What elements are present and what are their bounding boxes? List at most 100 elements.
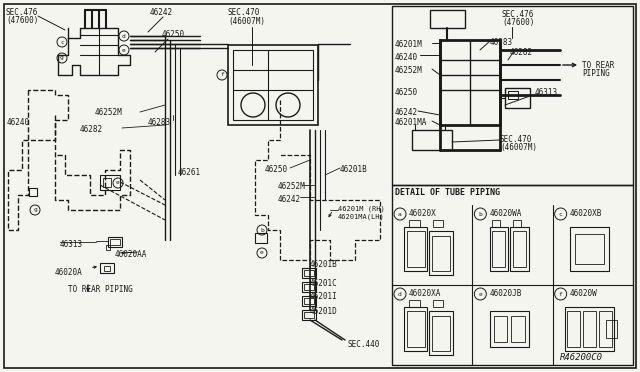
Text: d: d bbox=[398, 292, 402, 296]
Text: e: e bbox=[116, 180, 120, 186]
Bar bbox=[106, 245, 110, 250]
Text: c: c bbox=[559, 212, 563, 217]
Text: 46020W: 46020W bbox=[570, 289, 597, 298]
Text: 46242: 46242 bbox=[395, 108, 418, 117]
Bar bbox=[511, 316, 525, 342]
Text: 46250: 46250 bbox=[395, 88, 418, 97]
Bar bbox=[490, 227, 508, 271]
Text: 46282: 46282 bbox=[510, 48, 533, 57]
Bar bbox=[103, 178, 111, 187]
Text: 46242: 46242 bbox=[150, 8, 173, 17]
Text: 46283: 46283 bbox=[148, 118, 171, 127]
Text: 46242: 46242 bbox=[278, 195, 301, 204]
Bar bbox=[100, 263, 114, 273]
Text: SEC.476: SEC.476 bbox=[6, 8, 38, 17]
Bar bbox=[110, 239, 120, 245]
Bar bbox=[440, 40, 500, 125]
Text: b: b bbox=[479, 212, 482, 217]
Text: b: b bbox=[260, 228, 264, 232]
Text: f: f bbox=[559, 292, 563, 296]
Bar bbox=[409, 220, 420, 227]
Text: 46252M: 46252M bbox=[395, 66, 423, 75]
Text: SEC.470: SEC.470 bbox=[500, 135, 532, 144]
Bar bbox=[431, 316, 450, 351]
Bar bbox=[433, 301, 443, 307]
Text: g: g bbox=[60, 55, 64, 61]
Text: SEC.476: SEC.476 bbox=[502, 10, 534, 19]
Bar bbox=[433, 220, 443, 227]
Bar bbox=[100, 175, 120, 190]
Bar bbox=[304, 284, 314, 290]
Bar bbox=[228, 45, 318, 125]
Bar bbox=[404, 227, 428, 271]
Text: c: c bbox=[60, 39, 64, 45]
Text: R46200C0: R46200C0 bbox=[560, 353, 603, 362]
Text: (47600): (47600) bbox=[502, 18, 534, 27]
Bar bbox=[104, 266, 110, 271]
Bar bbox=[570, 227, 609, 271]
Text: 46240: 46240 bbox=[395, 53, 418, 62]
Text: 46201B: 46201B bbox=[310, 260, 338, 269]
Bar bbox=[505, 88, 530, 108]
Text: 46250: 46250 bbox=[265, 165, 288, 174]
Text: PIPING: PIPING bbox=[582, 69, 610, 78]
Text: e: e bbox=[479, 292, 482, 296]
Bar bbox=[108, 237, 122, 247]
Bar bbox=[392, 185, 633, 365]
Text: 46201MA(LH): 46201MA(LH) bbox=[338, 213, 385, 219]
Text: f: f bbox=[220, 73, 224, 77]
Text: 46020A: 46020A bbox=[55, 268, 83, 277]
Bar bbox=[255, 233, 267, 243]
Bar bbox=[513, 220, 521, 227]
Bar bbox=[392, 6, 633, 185]
Text: DETAIL OF TUBE PIPING: DETAIL OF TUBE PIPING bbox=[395, 188, 500, 197]
Bar bbox=[233, 50, 313, 120]
Text: 46020WA: 46020WA bbox=[490, 209, 522, 218]
Text: 46282: 46282 bbox=[80, 125, 103, 134]
Bar bbox=[302, 282, 316, 292]
Bar bbox=[493, 316, 507, 342]
Bar bbox=[598, 311, 612, 347]
Text: 46261: 46261 bbox=[178, 168, 201, 177]
Bar bbox=[490, 311, 529, 347]
Bar bbox=[492, 231, 505, 267]
Text: e: e bbox=[122, 48, 126, 52]
Bar bbox=[302, 310, 316, 320]
Text: 46250: 46250 bbox=[162, 30, 185, 39]
Bar bbox=[431, 236, 450, 271]
Text: (46007M): (46007M) bbox=[228, 17, 265, 26]
Text: 46201M (RH): 46201M (RH) bbox=[338, 205, 385, 212]
Bar bbox=[304, 298, 314, 304]
Bar bbox=[430, 10, 465, 28]
Text: (47600): (47600) bbox=[6, 16, 38, 25]
Text: TO REAR: TO REAR bbox=[582, 61, 614, 70]
Bar bbox=[513, 231, 526, 267]
Text: SEC.440: SEC.440 bbox=[348, 340, 380, 349]
Text: 46252M: 46252M bbox=[278, 182, 306, 191]
Bar bbox=[302, 268, 316, 278]
Text: a: a bbox=[398, 212, 402, 217]
Bar bbox=[429, 311, 452, 355]
Bar bbox=[492, 220, 500, 227]
Text: 46201MA: 46201MA bbox=[395, 118, 428, 127]
Text: 46020XB: 46020XB bbox=[570, 209, 602, 218]
Text: 46201D: 46201D bbox=[310, 307, 338, 316]
Text: 46020AA: 46020AA bbox=[115, 250, 147, 259]
Text: 46201I: 46201I bbox=[310, 292, 338, 301]
Bar bbox=[304, 312, 314, 318]
Bar bbox=[29, 188, 37, 196]
Text: SEC.470: SEC.470 bbox=[228, 8, 260, 17]
Text: 46201B: 46201B bbox=[340, 165, 368, 174]
Bar bbox=[511, 227, 529, 271]
Bar bbox=[404, 307, 428, 351]
Bar bbox=[302, 296, 316, 306]
Bar bbox=[508, 91, 518, 99]
Text: 46313: 46313 bbox=[535, 88, 558, 97]
Bar bbox=[409, 301, 420, 307]
Text: d: d bbox=[122, 33, 126, 38]
Bar bbox=[406, 311, 425, 347]
Bar bbox=[607, 320, 617, 338]
Text: e: e bbox=[260, 250, 264, 256]
Bar bbox=[304, 270, 314, 276]
Bar bbox=[412, 130, 452, 150]
